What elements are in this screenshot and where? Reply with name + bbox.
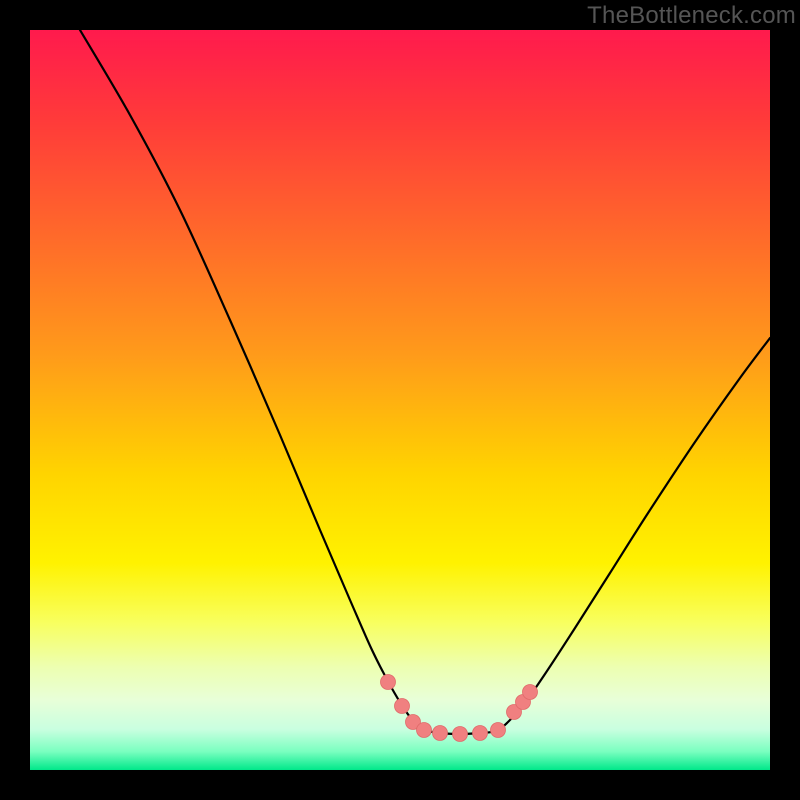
watermark-text: TheBottleneck.com	[587, 2, 796, 30]
plot-area	[30, 30, 770, 770]
curve-marker	[395, 699, 410, 714]
curve-marker	[491, 723, 506, 738]
curve-marker	[433, 726, 448, 741]
curve-marker	[523, 685, 538, 700]
curve-marker	[453, 727, 468, 742]
curve-marker	[473, 726, 488, 741]
curve-marker	[381, 675, 396, 690]
chart-root: TheBottleneck.com	[0, 0, 800, 800]
chart-svg	[0, 0, 800, 800]
curve-marker	[417, 723, 432, 738]
